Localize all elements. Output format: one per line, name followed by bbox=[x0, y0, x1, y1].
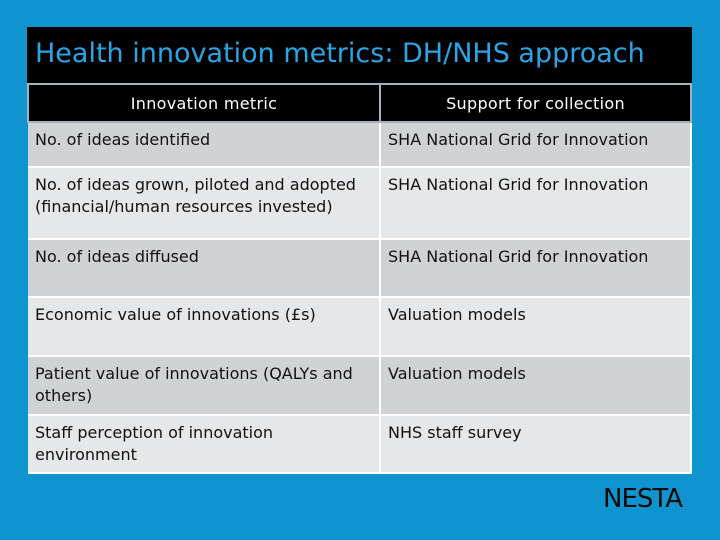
metric-cell: Staff perception of innovation environme… bbox=[28, 415, 381, 474]
metric-cell: No. of ideas grown, piloted and adopted … bbox=[28, 167, 381, 240]
support-cell: SHA National Grid for Innovation bbox=[380, 167, 692, 240]
table-header-row: Innovation metric Support for collection bbox=[27, 83, 692, 123]
metric-cell: Economic value of innovations (£s) bbox=[28, 297, 381, 357]
metric-cell: Patient value of innovations (QALYs and … bbox=[28, 356, 381, 416]
metric-cell: No. of ideas diffused bbox=[28, 239, 381, 298]
page-title: Health innovation metrics: DH/NHS approa… bbox=[27, 27, 692, 83]
support-cell: SHA National Grid for Innovation bbox=[380, 239, 692, 298]
metric-cell: No. of ideas identified bbox=[28, 122, 381, 168]
table-row: No. of ideas identified SHA National Gri… bbox=[28, 122, 692, 168]
support-cell: SHA National Grid for Innovation bbox=[380, 122, 692, 168]
column-header-metric: Innovation metric bbox=[27, 83, 381, 123]
support-cell: Valuation models bbox=[380, 297, 692, 357]
nesta-logo: NESTA bbox=[603, 484, 683, 514]
table-row: Economic value of innovations (£s) Valua… bbox=[28, 297, 692, 357]
table-row: Staff perception of innovation environme… bbox=[28, 415, 692, 474]
support-cell: NHS staff survey bbox=[380, 415, 692, 474]
table-row: Patient value of innovations (QALYs and … bbox=[28, 356, 692, 416]
column-header-support: Support for collection bbox=[379, 83, 692, 123]
support-cell: Valuation models bbox=[380, 356, 692, 416]
table-row: No. of ideas diffused SHA National Grid … bbox=[28, 239, 692, 298]
table-row: No. of ideas grown, piloted and adopted … bbox=[28, 167, 692, 240]
metrics-table: Innovation metric Support for collection… bbox=[27, 83, 692, 474]
